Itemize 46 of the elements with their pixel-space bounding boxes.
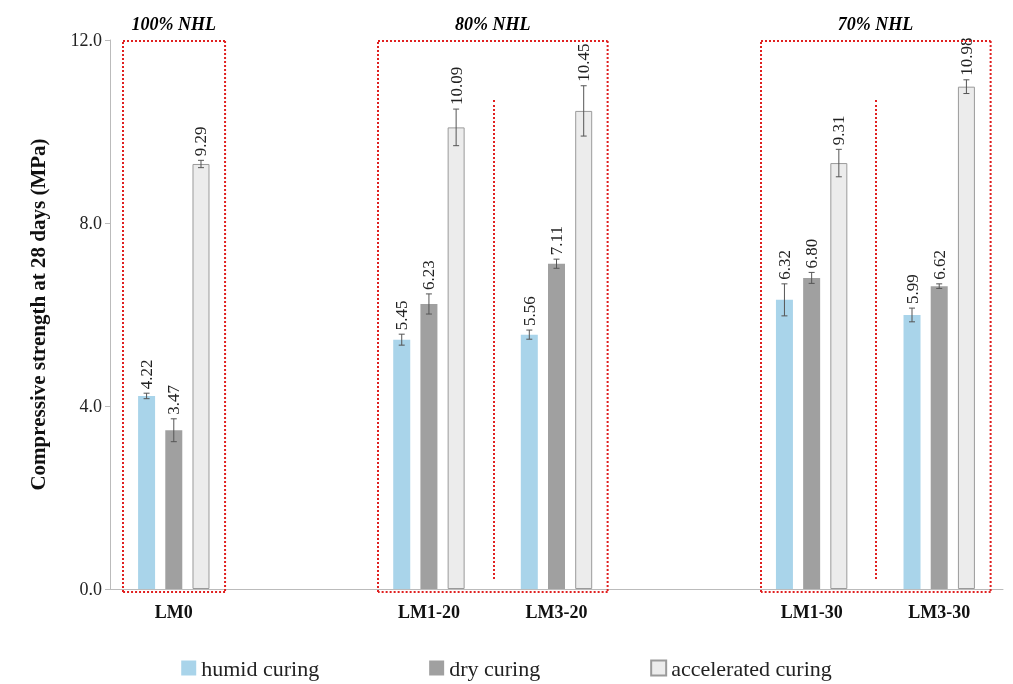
data-label: 5.99 xyxy=(902,274,922,305)
data-label: 7.11 xyxy=(547,226,566,256)
bar xyxy=(138,395,156,589)
y-tick-label: 0.0 xyxy=(79,579,102,599)
x-tick-label: LM0 xyxy=(154,602,193,622)
legend-label: accelerated curing xyxy=(671,655,832,681)
bar xyxy=(830,163,848,589)
y-tick-label: 4.0 xyxy=(79,396,102,416)
bar xyxy=(775,299,793,589)
legend-label: dry curing xyxy=(449,655,541,681)
data-label: 10.45 xyxy=(574,43,594,82)
data-label: 6.62 xyxy=(929,250,949,280)
text: 70% NHL xyxy=(837,14,914,35)
text: 80% NHL xyxy=(454,14,531,35)
data-label: 6.80 xyxy=(802,238,822,269)
bar xyxy=(520,334,538,589)
bar xyxy=(903,314,921,589)
x-tick-label: LM1-20 xyxy=(397,602,460,622)
data-label: 5.45 xyxy=(392,300,412,331)
bar xyxy=(548,263,565,589)
bar xyxy=(393,339,411,589)
data-label: 4.22 xyxy=(137,359,157,390)
bar xyxy=(803,277,821,589)
text: 100% NHL xyxy=(131,14,217,35)
y-tick-label: 12.0 xyxy=(70,30,102,50)
y-tick-label: 8.0 xyxy=(79,213,102,233)
bar xyxy=(447,127,465,589)
x-tick-label: LM3-20 xyxy=(525,602,588,622)
bar xyxy=(957,86,975,589)
bar xyxy=(575,110,593,589)
y-axis-title: Compressive strength at 28 days (MPa) xyxy=(25,138,50,491)
data-label: 6.32 xyxy=(774,250,794,280)
data-label: 10.09 xyxy=(446,66,466,106)
bar xyxy=(165,430,183,589)
data-label: 9.31 xyxy=(829,115,849,146)
data-label: 10.98 xyxy=(956,37,976,76)
x-tick-label: LM1-30 xyxy=(780,602,843,622)
data-label: 5.56 xyxy=(519,296,539,327)
x-tick-label: LM3-30 xyxy=(908,602,971,622)
data-label: 9.29 xyxy=(191,126,211,157)
legend-label: humid curing xyxy=(201,655,320,681)
bar xyxy=(420,303,438,589)
bar xyxy=(930,286,948,589)
data-label: 6.23 xyxy=(419,260,439,290)
data-label: 3.47 xyxy=(164,384,184,415)
bar xyxy=(192,163,210,589)
